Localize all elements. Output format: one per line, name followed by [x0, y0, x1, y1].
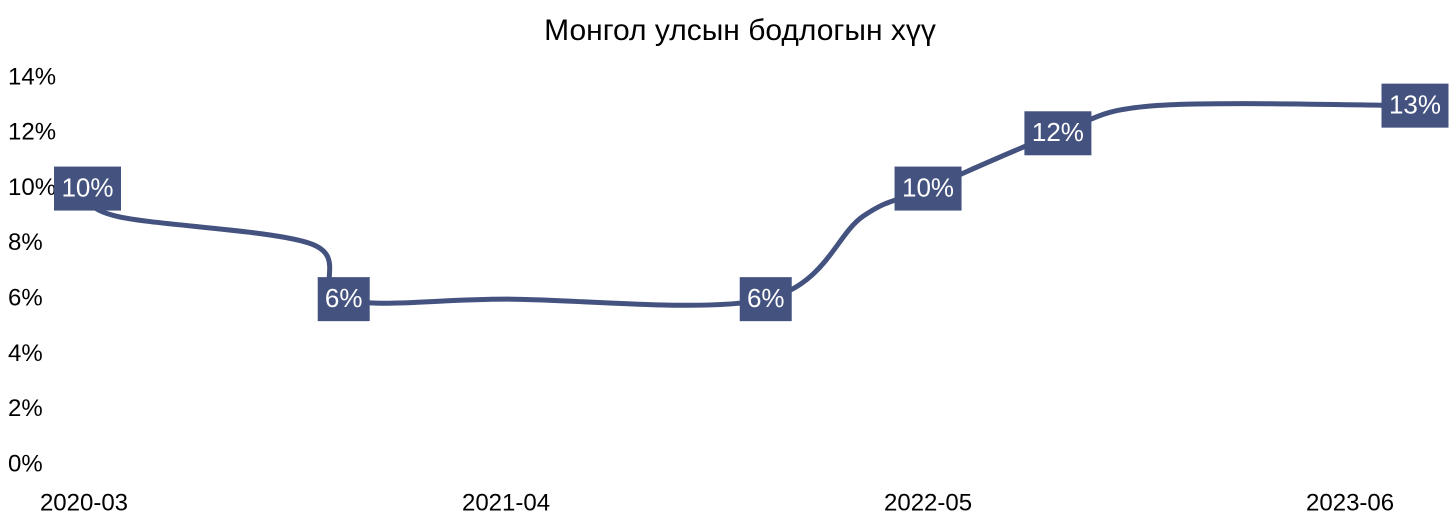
data-label-box: [894, 166, 962, 211]
data-label-box: [317, 277, 370, 322]
data-label: 6%: [325, 283, 363, 313]
y-tick-label: 0%: [8, 450, 43, 477]
data-label: 6%: [747, 283, 785, 313]
x-tick-label: 2022-05: [884, 489, 972, 516]
data-label: 10%: [61, 172, 113, 202]
data-label-box: [1381, 83, 1449, 128]
y-tick-label: 4%: [8, 340, 43, 367]
data-label-box: [739, 277, 792, 322]
y-tick-label: 8%: [8, 229, 43, 256]
line: [81, 101, 1418, 308]
y-tick-label: 10%: [8, 174, 56, 201]
chart-title: Монгол улсын бодлогын хүү: [544, 14, 936, 47]
data-label: 13%: [1389, 90, 1441, 120]
data-label-box: [54, 166, 121, 211]
data-label-box: [1024, 111, 1092, 156]
y-tick-label: 12%: [8, 119, 56, 146]
y-tick-label: 2%: [8, 395, 43, 422]
data-label: 12%: [1032, 117, 1084, 147]
data-label: 10%: [902, 172, 954, 202]
x-tick-label: 2023-06: [1306, 489, 1394, 516]
x-tick-label: 2020-03: [40, 489, 128, 516]
y-tick-label: 14%: [8, 63, 56, 90]
y-tick-label: 6%: [8, 284, 43, 311]
x-tick-label: 2021-04: [462, 489, 550, 516]
